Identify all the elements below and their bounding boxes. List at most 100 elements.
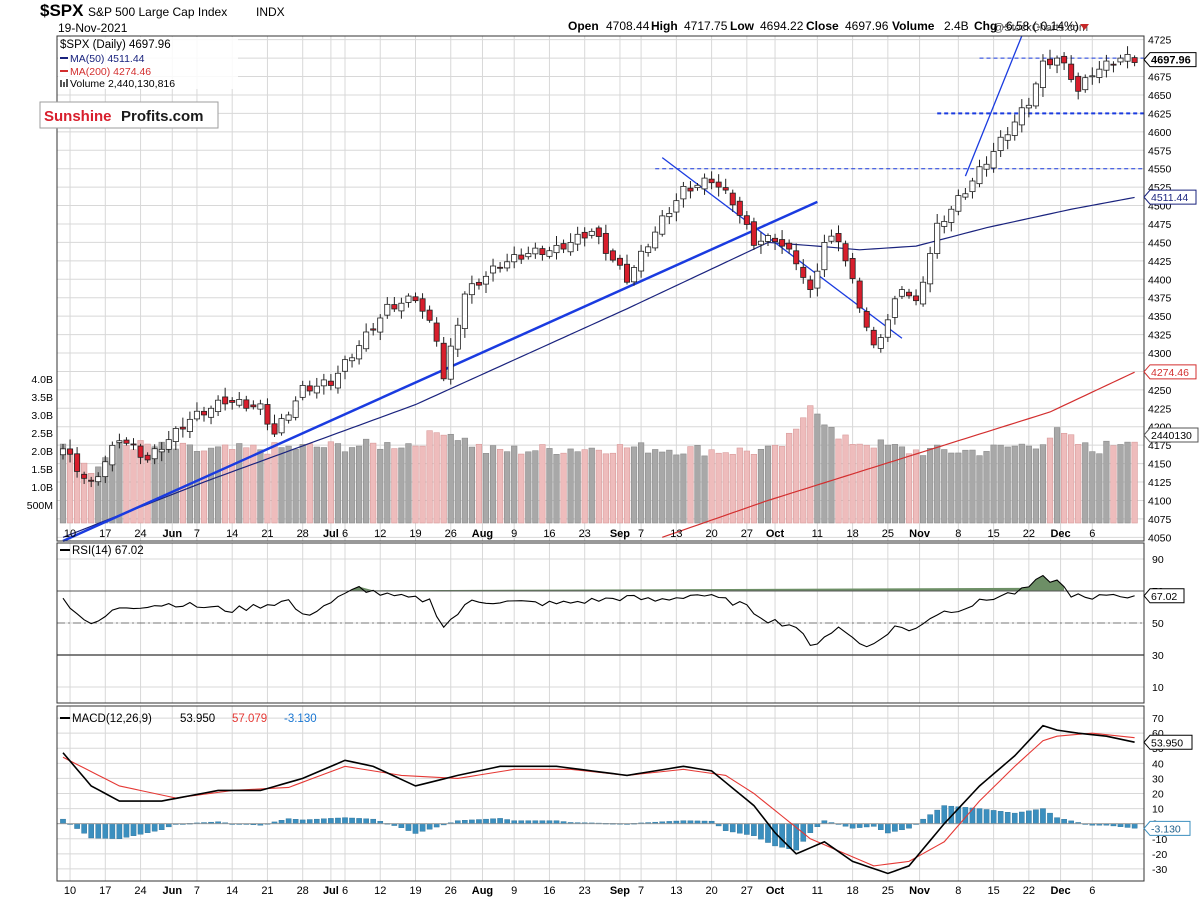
candle-body <box>1131 57 1138 63</box>
macd-hist-bar <box>997 811 1004 824</box>
candle-body <box>320 379 327 387</box>
chart-name: S&P 500 Large Cap Index <box>88 5 227 19</box>
candle-body <box>941 221 948 227</box>
price-tick-label: 4075 <box>1148 514 1172 526</box>
volume-bar <box>215 446 222 524</box>
volume-bar <box>1032 448 1039 524</box>
macd-hist-bar <box>363 818 369 824</box>
volume-tick-label: 3.5B <box>31 392 53 404</box>
candle <box>652 226 659 251</box>
candle <box>1039 54 1046 97</box>
candle-body <box>694 184 701 189</box>
candle <box>800 259 807 284</box>
candle-body <box>807 279 814 291</box>
legend-volume-icon <box>60 79 68 87</box>
x-tick-label: 7 <box>194 528 200 540</box>
candle-body <box>74 453 81 472</box>
candle <box>109 441 116 472</box>
legend-volume: Volume 2,440,130,816 <box>70 78 175 90</box>
macd-last-tag-text: 53.950 <box>1151 737 1183 749</box>
candle <box>659 210 666 237</box>
macd-hist-bar <box>292 819 299 824</box>
candle-body <box>1103 60 1110 71</box>
candle-body <box>821 242 828 271</box>
candle <box>588 228 595 239</box>
volume-bar <box>81 462 88 524</box>
volume-bar <box>616 444 624 524</box>
x-tick-label: 20 <box>705 885 717 897</box>
x-tick-label: Jun <box>162 885 182 897</box>
candle <box>701 173 708 195</box>
candle <box>179 417 186 438</box>
volume-bar <box>927 447 934 524</box>
x-tick-label: Jul <box>323 885 339 897</box>
candle-body <box>222 396 229 405</box>
candle <box>884 314 891 342</box>
candle <box>377 314 384 341</box>
candle-body <box>391 304 398 310</box>
volume-bars <box>59 405 1138 524</box>
macd-hist-bar <box>278 820 285 824</box>
candle <box>969 177 976 199</box>
volume-tag-text: 2440130 <box>1151 430 1192 442</box>
macd-legend-hist: -3.130 <box>284 713 317 725</box>
volume-bar <box>454 440 461 524</box>
volume-tag-shape <box>1143 427 1199 443</box>
candle <box>222 387 229 411</box>
price-legend: $SPX (Daily) 4697.96 MA(50) 4511.44 MA(2… <box>58 37 238 90</box>
x-tick-label: 22 <box>1023 885 1035 897</box>
macd-hist-bar <box>483 818 489 824</box>
volume-bar <box>948 452 955 524</box>
candle-body <box>405 295 412 303</box>
price-tick-label: 4575 <box>1148 145 1172 157</box>
ma200-tag: 4274.46 <box>1143 364 1197 380</box>
volume-bar <box>489 445 497 524</box>
macd-hist-bar <box>95 823 102 839</box>
volume-bar <box>1096 453 1103 524</box>
volume-bar <box>623 447 631 524</box>
macd-hist-bar <box>88 823 94 839</box>
volume-bar <box>560 452 567 524</box>
candle-body <box>595 227 602 237</box>
macd-hist-bar <box>1061 819 1067 824</box>
x-tick-label: 17 <box>99 528 111 540</box>
macd-hist-bar <box>1004 812 1011 824</box>
x-tick-label: 18 <box>846 885 858 897</box>
candle-body <box>334 372 341 389</box>
candle-body <box>1082 77 1089 91</box>
volume-bar <box>687 446 694 524</box>
macd-hist-bar <box>525 820 532 824</box>
price-last-tag-shape <box>1143 52 1197 68</box>
macd-tick-label: 40 <box>1152 758 1164 770</box>
volume-bar <box>1075 444 1082 524</box>
candle-body <box>574 233 581 245</box>
macd-hist-bar <box>694 820 701 824</box>
macd-hist-bar <box>1068 820 1074 824</box>
candle <box>1068 55 1075 83</box>
candle-body <box>1054 57 1061 66</box>
candle <box>384 297 391 319</box>
volume-bar <box>652 449 659 524</box>
candle <box>906 288 913 299</box>
rsi-panel-frame <box>56 542 1145 704</box>
candle-body <box>736 200 743 216</box>
candle-body <box>934 222 941 254</box>
candle-body <box>969 180 976 193</box>
candle-body <box>341 359 348 372</box>
x-tick-label: 10 <box>64 885 76 897</box>
x-tick-label: 24 <box>134 885 146 897</box>
volume-bar <box>609 452 616 524</box>
volume-bar <box>680 453 687 524</box>
macd-last-tag-shape <box>1143 734 1193 750</box>
macd-hist-bar <box>370 818 377 824</box>
rsi-tick-label: 90 <box>1152 554 1164 566</box>
macd-hist-bar <box>328 818 334 824</box>
candle <box>257 399 264 415</box>
candle <box>990 142 997 173</box>
volume-bar <box>334 443 342 524</box>
x-tick-label: 13 <box>670 885 682 897</box>
x-tick-label: 15 <box>987 528 999 540</box>
volume-bar <box>518 453 525 524</box>
candle-body <box>229 400 236 403</box>
candle-body <box>976 166 983 185</box>
